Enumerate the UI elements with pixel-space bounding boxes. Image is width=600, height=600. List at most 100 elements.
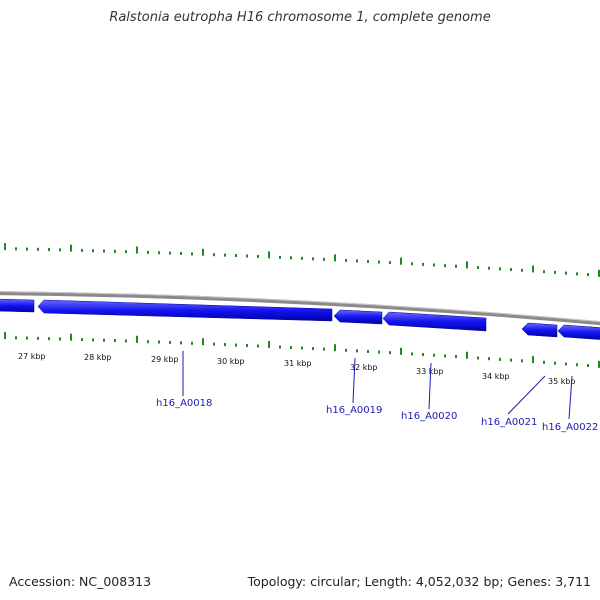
gc-tick xyxy=(598,269,600,277)
gene-label[interactable]: h16_A0022 xyxy=(542,422,598,433)
scale-label: 31 kbp xyxy=(284,359,312,368)
gene-arrow[interactable] xyxy=(0,298,35,313)
gc-tick xyxy=(510,358,512,362)
gc-tick xyxy=(466,261,468,269)
scale-label: 30 kbp xyxy=(217,357,245,366)
gc-tick xyxy=(70,333,72,341)
gc-tick xyxy=(433,353,435,357)
gc-tick xyxy=(444,354,446,358)
gene-arrow[interactable] xyxy=(382,311,487,332)
gc-tick xyxy=(334,254,336,262)
gc-tick xyxy=(312,257,314,261)
gc-tick xyxy=(499,357,501,361)
gene-arrow[interactable] xyxy=(333,309,383,325)
gc-tick xyxy=(26,247,28,251)
gc-tick xyxy=(444,264,446,268)
gene-arrow[interactable] xyxy=(521,322,558,338)
chromosome-backbone-highlight xyxy=(0,291,600,323)
gc-tick xyxy=(576,363,578,367)
gc-tick xyxy=(136,246,138,254)
gc-tick xyxy=(532,356,534,364)
gc-tick xyxy=(345,258,347,262)
chromosome-backbone xyxy=(0,291,600,326)
gc-tick xyxy=(422,262,424,266)
gc-tick xyxy=(59,337,61,341)
gc-tick xyxy=(587,273,589,277)
gc-tick xyxy=(114,339,116,343)
scale-track: 27 kbp 28 kbp 29 kbp 30 kbp 31 kbp 32 kb… xyxy=(18,352,576,386)
scale-label: 32 kbp xyxy=(350,363,378,372)
scale-label: 28 kbp xyxy=(84,353,112,362)
map-title: Ralstonia eutropha H16 chromosome 1, com… xyxy=(109,10,491,25)
gc-tick xyxy=(213,253,215,257)
gene-arrow[interactable] xyxy=(557,324,600,340)
gc-tick xyxy=(48,337,50,341)
gc-tick xyxy=(389,351,391,355)
gc-tick xyxy=(213,342,215,346)
gc-tick xyxy=(389,261,391,265)
gc-tick xyxy=(169,251,171,255)
accession-text: Accession: NC_008313 xyxy=(9,574,152,589)
gc-tick xyxy=(257,344,259,348)
gc-tick xyxy=(301,346,303,350)
gc-tick xyxy=(554,361,556,365)
gc-tick xyxy=(125,250,127,254)
gc-tick xyxy=(510,268,512,272)
gc-tick xyxy=(378,350,380,354)
gc-tick xyxy=(246,254,248,258)
gene-label[interactable]: h16_A0018 xyxy=(156,398,212,409)
gc-tick xyxy=(367,259,369,263)
gc-tick xyxy=(312,347,314,351)
gene-arrow[interactable] xyxy=(37,299,333,322)
gc-tick xyxy=(455,264,457,268)
gc-tick xyxy=(334,344,336,352)
gc-tick xyxy=(323,257,325,261)
gc-tick xyxy=(70,244,72,252)
gc-tick xyxy=(323,347,325,351)
scale-label: 34 kbp xyxy=(482,372,510,381)
gc-tick xyxy=(543,360,545,364)
gene-label[interactable]: h16_A0020 xyxy=(401,411,457,422)
genome-summary-text: Topology: circular; Length: 4,052,032 bp… xyxy=(247,574,591,589)
gene-label-leaders xyxy=(182,351,573,420)
gc-tick xyxy=(235,343,237,347)
gc-tick xyxy=(290,256,292,260)
gene-label[interactable]: h16_A0019 xyxy=(326,405,382,416)
gc-tick xyxy=(103,338,105,342)
gc-tick xyxy=(565,362,567,366)
gc-tick xyxy=(576,272,578,276)
gc-tick xyxy=(268,341,270,349)
gc-tick xyxy=(356,349,358,353)
gc-tick xyxy=(158,340,160,344)
gc-tick xyxy=(81,338,83,342)
gc-tick xyxy=(301,256,303,260)
gc-tick xyxy=(499,267,501,271)
gc-tick xyxy=(4,332,6,340)
gc-track-inner xyxy=(4,332,600,368)
gc-tick xyxy=(180,251,182,255)
gene-labels: h16_A0018 h16_A0019 h16_A0020 h16_A0021 … xyxy=(156,398,598,433)
gc-tick xyxy=(521,268,523,272)
gene-label[interactable]: h16_A0021 xyxy=(481,417,537,428)
gc-tick xyxy=(356,259,358,263)
gc-tick xyxy=(246,344,248,348)
gc-tick xyxy=(455,355,457,359)
gc-tick xyxy=(411,352,413,356)
gc-tick xyxy=(92,338,94,342)
gc-tick xyxy=(532,265,534,273)
gc-tick xyxy=(147,250,149,254)
gc-tick xyxy=(224,343,226,347)
gc-tick xyxy=(290,346,292,350)
gc-tick xyxy=(367,349,369,353)
gc-tick xyxy=(114,249,116,253)
gc-tick xyxy=(378,260,380,264)
gc-tick xyxy=(422,353,424,357)
gc-tick xyxy=(92,249,94,253)
gc-tick xyxy=(202,248,204,256)
gc-tick xyxy=(587,364,589,368)
gc-tick xyxy=(103,249,105,253)
gc-tick xyxy=(279,255,281,259)
gc-tick xyxy=(477,266,479,270)
gc-tick xyxy=(466,351,468,359)
